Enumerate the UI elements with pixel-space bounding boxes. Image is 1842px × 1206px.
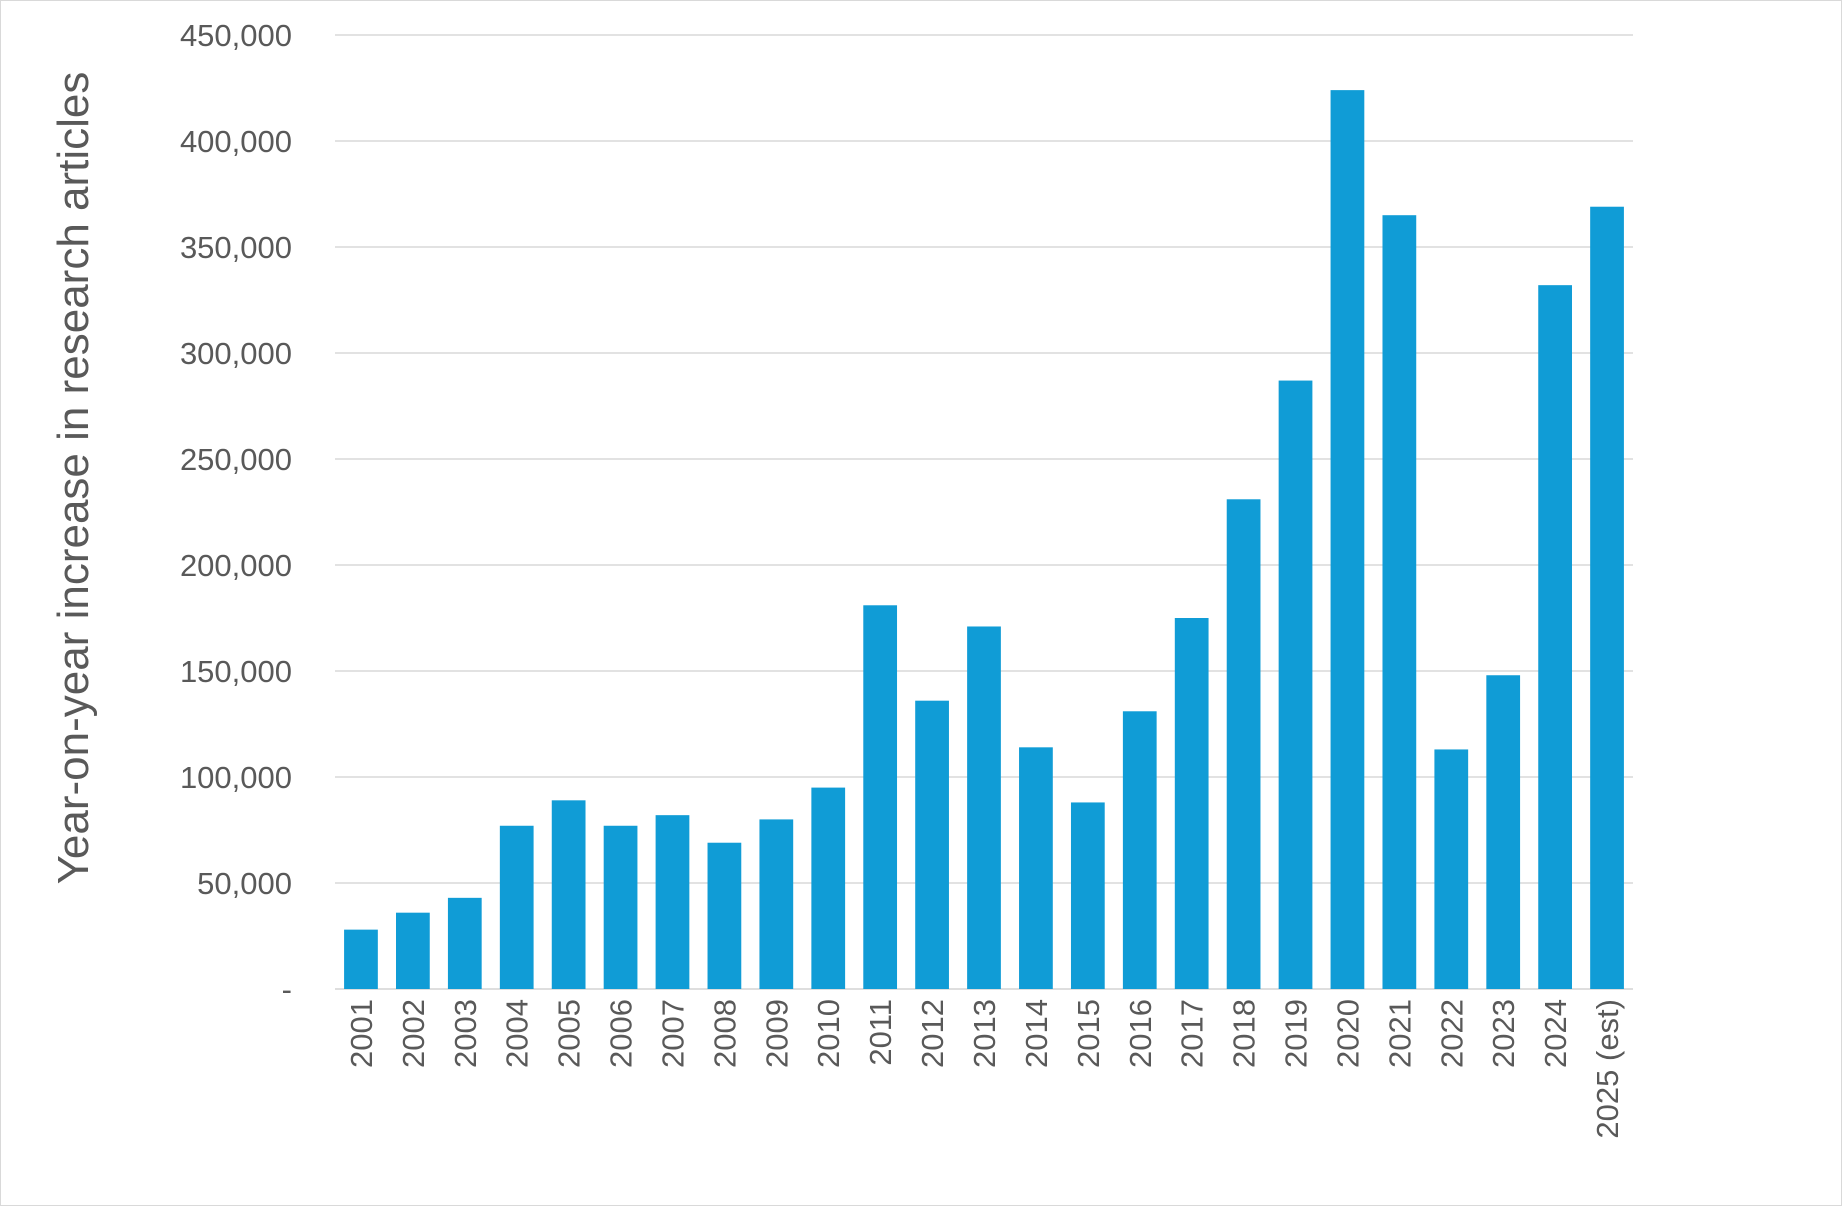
gridlines <box>335 34 1633 990</box>
y-tick-label: 200,000 <box>180 548 292 583</box>
bar <box>396 912 430 989</box>
y-tick-label: 250,000 <box>180 442 292 477</box>
x-tick-label: 2012 <box>915 999 950 1068</box>
bar <box>1590 206 1624 990</box>
x-tick-label: 2022 <box>1434 999 1469 1068</box>
x-tick-label: 2003 <box>448 999 483 1068</box>
x-tick-label: 2020 <box>1330 999 1365 1068</box>
x-tick-label: 2019 <box>1279 999 1314 1068</box>
bar <box>759 819 794 989</box>
bar <box>447 897 482 989</box>
y-axis-label: Year-on-year increase in research articl… <box>49 72 98 885</box>
bar <box>915 700 949 989</box>
x-tick-label: 2001 <box>344 999 379 1068</box>
bar <box>863 605 898 989</box>
y-tick-label: 350,000 <box>180 230 292 265</box>
x-tick-label: 2021 <box>1382 999 1417 1068</box>
bar <box>1122 711 1157 989</box>
bar <box>1486 675 1521 989</box>
bar <box>603 825 638 989</box>
y-axis-tick-labels: - 50,000 100,000 150,000 200,000 250,000 300,0… <box>180 18 292 1007</box>
bar <box>499 825 534 989</box>
x-tick-label: 2008 <box>707 999 742 1068</box>
y-tick-label: 400,000 <box>180 124 292 159</box>
x-tick-label: 2025 (est) <box>1590 999 1625 1139</box>
x-tick-label: 2017 <box>1175 999 1210 1068</box>
bar <box>1019 747 1053 989</box>
x-tick-label: 2004 <box>500 999 535 1068</box>
bar <box>1070 802 1105 989</box>
bar <box>1226 499 1261 989</box>
x-axis-tick-labels: 2001 2002 2003 2004 2005 2006 2007 2008 2009 2010… <box>344 999 1625 1139</box>
bar <box>1434 749 1469 989</box>
bars <box>344 90 1624 990</box>
bar <box>707 842 742 989</box>
bar <box>811 787 846 989</box>
x-tick-label: 2002 <box>396 999 431 1068</box>
x-tick-label: 2016 <box>1123 999 1158 1068</box>
x-tick-label: 2023 <box>1486 999 1521 1068</box>
y-tick-label: 50,000 <box>197 866 292 901</box>
bar <box>967 626 1001 989</box>
bar <box>1174 618 1209 989</box>
bar <box>551 800 586 989</box>
x-tick-label: 2010 <box>811 999 846 1068</box>
y-tick-label: 300,000 <box>180 336 292 371</box>
bar <box>344 929 378 989</box>
x-tick-label: 2014 <box>1019 999 1054 1068</box>
x-tick-label: 2015 <box>1071 999 1106 1068</box>
x-tick-label: 2024 <box>1538 999 1573 1068</box>
y-tick-label: 100,000 <box>180 760 292 795</box>
x-tick-label: 2011 <box>863 999 898 1066</box>
x-tick-label: 2005 <box>552 999 587 1068</box>
bar <box>1278 380 1313 989</box>
bar <box>1538 285 1572 989</box>
y-tick-label: 450,000 <box>180 18 292 53</box>
x-tick-label: 2007 <box>655 999 690 1068</box>
bar <box>1330 90 1365 990</box>
bar <box>655 815 690 989</box>
x-tick-label: 2009 <box>759 999 794 1068</box>
x-tick-label: 2013 <box>967 999 1002 1068</box>
x-tick-label: 2018 <box>1227 999 1262 1068</box>
x-tick-label: 2006 <box>604 999 639 1068</box>
y-tick-label: 150,000 <box>180 654 292 689</box>
bar <box>1382 215 1417 989</box>
y-tick-label: - <box>282 972 292 1007</box>
